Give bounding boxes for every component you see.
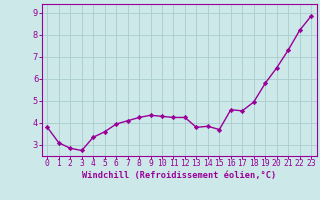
X-axis label: Windchill (Refroidissement éolien,°C): Windchill (Refroidissement éolien,°C) — [82, 171, 276, 180]
